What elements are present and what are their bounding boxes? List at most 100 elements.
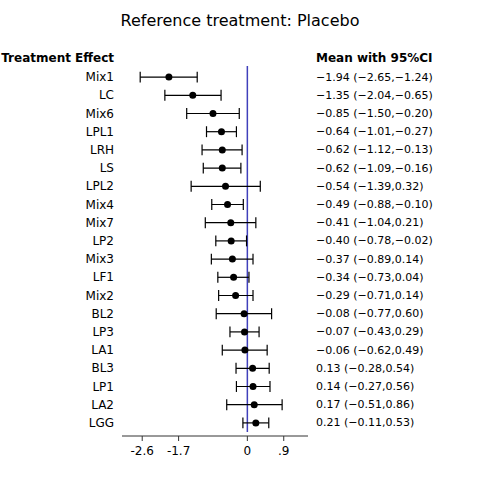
interval-cap [236,126,237,137]
interval-cap [248,272,249,283]
mean-point [219,165,226,172]
mean-point [224,201,231,208]
interval-cap [267,345,268,356]
data-label: −0.37 (−0.89,0.14) [316,253,424,266]
x-tick-label: .9 [278,444,289,458]
mean-point [250,383,257,390]
interval-cap [252,254,253,265]
mean-point [249,365,256,372]
interval-cap [242,417,243,428]
mean-point [227,219,234,226]
category-label: Mix2 [86,289,114,303]
category-label: Mix7 [86,216,114,230]
category-label: LPL1 [86,125,114,139]
interval-cap [205,217,206,228]
category-label: LGG [89,416,114,430]
data-label: −0.29 (−0.71,0.14) [316,289,424,302]
mean-point [229,256,236,263]
interval-cap [258,326,259,337]
category-label: Mix1 [86,70,114,84]
data-label: −0.06 (−0.62,0.49) [316,344,424,357]
mean-point [219,146,226,153]
interval-cap [243,199,244,210]
data-label: 0.13 (−0.28,0.54) [316,362,414,375]
plot-area [140,66,282,432]
data-label: −0.08 (−0.77,0.60) [316,307,424,320]
interval-cap [186,108,187,119]
interval-cap [240,163,241,174]
data-label: 0.21 (−0.11,0.53) [316,416,414,429]
category-label: LC [99,88,114,102]
category-label: LS [100,161,114,175]
mean-point [241,347,248,354]
data-label: −0.85 (−1.50,−0.20) [316,107,433,120]
x-tick [178,436,179,441]
category-label: LA1 [91,343,114,357]
x-tick-label: -1.7 [167,444,190,458]
data-label: −1.94 (−2.65,−1.24) [316,71,433,84]
interval-cap [140,72,141,83]
x-tick-label: 0 [244,444,252,458]
x-tick [142,436,143,441]
mean-point [165,74,172,81]
data-label: 0.14 (−0.27,0.56) [316,380,414,393]
reference-line [247,66,249,432]
interval-cap [236,381,237,392]
interval-cap [269,381,270,392]
mean-point [230,274,237,281]
category-label: LRH [90,143,114,157]
interval-cap [229,326,230,337]
mean-point [252,419,259,426]
interval-cap [197,72,198,83]
interval-cap [211,254,212,265]
data-label: −0.49 (−0.88,−0.10) [316,198,433,211]
interval-cap [235,363,236,374]
data-label: −0.07 (−0.43,0.29) [316,325,424,338]
interval-cap [216,308,217,319]
mean-point [228,237,235,244]
interval-cap [218,290,219,301]
data-label: −0.40 (−0.78,−0.02) [316,234,433,247]
interval-cap [211,199,212,210]
interval-cap [246,235,247,246]
category-label: Mix4 [86,198,114,212]
interval-cap [252,290,253,301]
interval-cap [255,217,256,228]
interval-cap [271,308,272,319]
category-label: LP3 [92,325,114,339]
category-label: LP2 [92,234,114,248]
chart: Reference treatment: Placebo Treatment Ef… [0,0,480,480]
category-label: LF1 [93,270,114,284]
mean-point [241,328,248,335]
category-label: LPL2 [86,179,114,193]
category-label: Mix6 [86,107,114,121]
interval-cap [217,272,218,283]
x-tick-label: -2.6 [131,444,154,458]
interval-cap [206,126,207,137]
interval-cap [260,181,261,192]
mean-point [251,401,258,408]
category-label: LA2 [91,398,114,412]
interval-cap [226,399,227,410]
title: Reference treatment: Placebo [121,11,360,30]
interval-cap [215,235,216,246]
interval-cap [203,163,204,174]
mean-point [241,310,248,317]
interval-cap [164,90,165,101]
data-label: −0.41 (−1.04,0.21) [316,216,424,229]
column-header: Mean with 95%CI [316,51,433,65]
data-label: −0.62 (−1.09,−0.16) [316,162,433,175]
interval-cap [269,363,270,374]
mean-point [218,128,225,135]
data-label: 0.17 (−0.51,0.86) [316,398,414,411]
interval-cap [220,90,221,101]
mean-point [189,92,196,99]
x-axis [122,436,308,437]
category-label: BL3 [91,361,114,375]
interval-cap [268,417,269,428]
data-label: −0.62 (−1.12,−0.13) [316,143,433,156]
interval-cap [191,181,192,192]
data-label: −0.64 (−1.01,−0.27) [316,125,433,138]
column-header: Treatment Effect [1,51,114,65]
category-label: LP1 [92,380,114,394]
